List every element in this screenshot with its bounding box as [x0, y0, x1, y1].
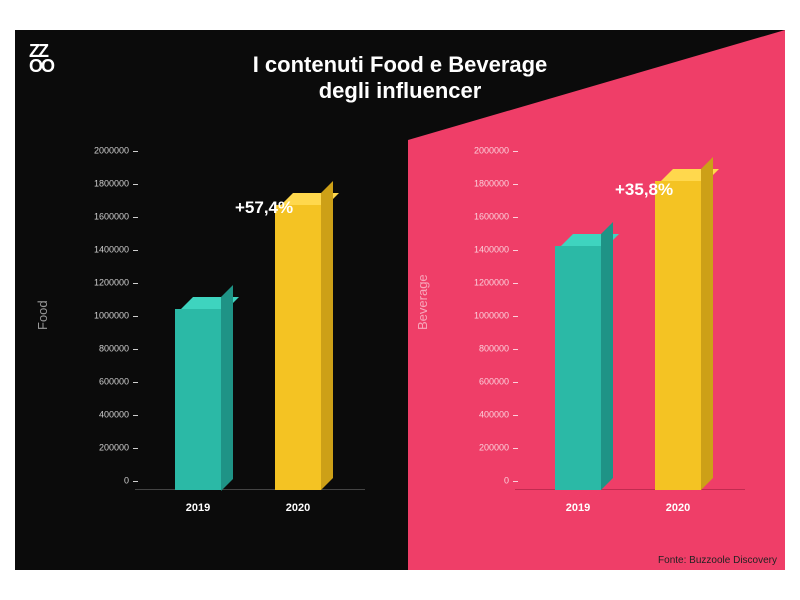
chart-food: Food 02000004000006000008000001000000120…	[85, 160, 385, 520]
bar-2020: 2020	[275, 193, 321, 490]
bar-2019: 2019	[555, 234, 601, 490]
ytick: 1200000	[457, 279, 509, 288]
ytick: 0	[77, 477, 129, 486]
bar-front-face	[655, 181, 701, 490]
ytick: 1800000	[457, 180, 509, 189]
ylabel-food: Food	[35, 300, 50, 330]
title-line2: degli influencer	[319, 78, 482, 103]
bar-side-face	[321, 181, 333, 490]
infographic-canvas: ZZ OO I contenuti Food e Beverage degli …	[15, 30, 785, 570]
ylabel-beverage: Beverage	[415, 274, 430, 330]
ytick: 1200000	[77, 279, 129, 288]
ytick: 2000000	[77, 147, 129, 156]
ytick: 800000	[77, 345, 129, 354]
baseline-beverage	[515, 489, 745, 490]
ytick: 1600000	[457, 213, 509, 222]
ytick: 1600000	[77, 213, 129, 222]
bar-xlabel: 2020	[655, 502, 701, 514]
title-line1: I contenuti Food e Beverage	[253, 52, 548, 77]
delta-label-beverage: +35,8%	[615, 180, 673, 200]
ytick: 400000	[77, 411, 129, 420]
bar-xlabel: 2019	[555, 502, 601, 514]
bar-2020: 2020	[655, 169, 701, 490]
chart-title: I contenuti Food e Beverage degli influe…	[15, 52, 785, 105]
delta-label-food: +57,4%	[235, 198, 293, 218]
bar-side-face	[601, 222, 613, 490]
ytick: 1400000	[457, 246, 509, 255]
bar-front-face	[275, 205, 321, 490]
bar-2019: 2019	[175, 297, 221, 491]
bar-xlabel: 2019	[175, 502, 221, 514]
ytick: 2000000	[457, 147, 509, 156]
bar-xlabel: 2020	[275, 502, 321, 514]
ytick: 600000	[77, 378, 129, 387]
ytick: 800000	[457, 345, 509, 354]
source-label: Fonte: Buzzoole Discovery	[658, 555, 777, 566]
ytick: 200000	[77, 444, 129, 453]
ytick: 1000000	[77, 312, 129, 321]
bar-front-face	[555, 246, 601, 490]
bar-front-face	[175, 309, 221, 491]
ytick: 200000	[457, 444, 509, 453]
ytick: 600000	[457, 378, 509, 387]
axis-area-beverage: 0200000400000600000800000100000012000001…	[515, 160, 745, 490]
baseline-food	[135, 489, 365, 490]
ytick: 1000000	[457, 312, 509, 321]
ytick: 0	[457, 477, 509, 486]
ytick: 1400000	[77, 246, 129, 255]
bar-side-face	[221, 285, 233, 491]
bar-side-face	[701, 157, 713, 490]
chart-beverage: Beverage 0200000400000600000800000100000…	[465, 160, 765, 520]
ytick: 400000	[457, 411, 509, 420]
ytick: 1800000	[77, 180, 129, 189]
